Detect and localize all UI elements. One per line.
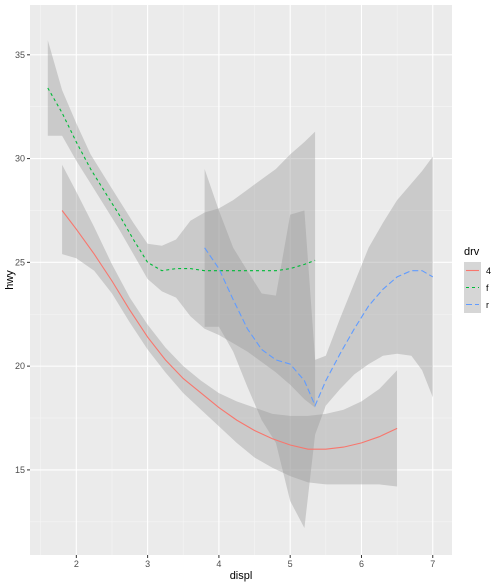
panel-background [30, 5, 452, 555]
major-gridlines [30, 5, 452, 555]
x-tick-label: 2 [74, 559, 79, 569]
smooth-lines [47, 87, 434, 450]
legend-label-4: 4 [486, 266, 491, 276]
legend-title: drv [464, 246, 480, 258]
series-line-4 [61, 210, 398, 450]
x-tick-label: 7 [430, 559, 435, 569]
confidence-ribbons [47, 40, 433, 528]
y-axis-ticks: 15 20 25 30 35 [15, 50, 30, 475]
ribbon-r [204, 156, 433, 528]
legend-label-f: f [486, 283, 489, 293]
x-tick-label: 3 [145, 559, 150, 569]
x-axis-title: displ [230, 570, 253, 582]
legend: drv 4 fr [464, 246, 491, 313]
series-line-f [47, 87, 316, 272]
y-tick-label: 35 [15, 50, 25, 60]
legend-key-r [464, 296, 481, 313]
x-axis-ticks: 2 3 4 5 6 7 [74, 555, 435, 569]
y-tick-label: 30 [15, 154, 25, 164]
y-axis-title: hwy [4, 270, 16, 290]
series-line-r [204, 247, 434, 407]
y-tick-label: 25 [15, 257, 25, 267]
x-tick-label: 6 [359, 559, 364, 569]
x-tick-label: 5 [288, 559, 293, 569]
y-tick-label: 20 [15, 361, 25, 371]
ribbon-4 [62, 164, 398, 487]
ribbon-f [47, 40, 316, 408]
legend-label-r: r [486, 300, 489, 310]
y-tick-label: 15 [15, 465, 25, 475]
x-tick-label: 4 [216, 559, 221, 569]
